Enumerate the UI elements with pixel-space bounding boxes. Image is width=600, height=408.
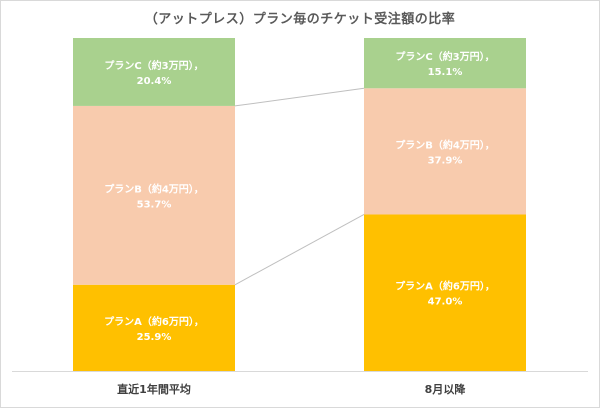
- segment-series-label-2-3: プランC（約3万円），: [395, 50, 494, 63]
- segment-series-label-1-3: プランC（約3万円），: [104, 59, 203, 72]
- segment-value-label-1-2: 53.7%: [137, 199, 172, 210]
- bar-segment-2-2: [364, 88, 526, 215]
- segment-value-label-2-1: 47.0%: [428, 297, 463, 308]
- segment-value-label-1-1: 25.9%: [137, 332, 172, 343]
- segment-series-label-1-1: プランA（約6万円），: [104, 315, 204, 328]
- segment-series-label-2-1: プランA（約6万円），: [395, 280, 495, 293]
- segment-value-label-2-2: 37.9%: [428, 155, 463, 166]
- category-label-2: 8月以降: [425, 382, 467, 396]
- segment-series-label-2-2: プランB（約4万円），: [395, 138, 495, 151]
- segment-value-label-1-3: 20.4%: [137, 76, 172, 87]
- segment-series-label-1-2: プランB（約4万円），: [104, 182, 204, 195]
- bar-segment-2-1: [364, 214, 526, 371]
- bar-segment-1-2: [73, 105, 235, 285]
- category-label-1: 直近1年間平均: [117, 382, 191, 396]
- series-line-1: [234, 214, 365, 286]
- bar-segment-2-3: [364, 38, 526, 89]
- series-line-2: [234, 87, 365, 107]
- segment-value-label-2-3: 15.1%: [428, 67, 463, 78]
- bar-segment-1-3: [73, 38, 235, 106]
- bar-segment-1-1: [73, 284, 235, 371]
- chart-title: （アットプレス）プラン毎のチケット受注額の比率: [144, 12, 456, 27]
